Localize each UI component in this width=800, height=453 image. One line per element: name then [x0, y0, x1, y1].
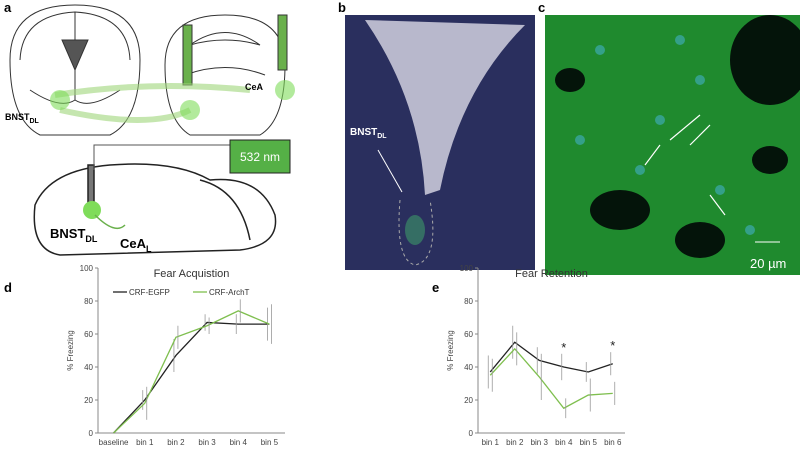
region-label: BNSTDL: [350, 127, 387, 140]
y-tick-label: 20: [464, 396, 473, 405]
series-line: [113, 310, 270, 434]
sagittal-brain: [33, 144, 277, 256]
y-tick-label: 60: [84, 330, 93, 339]
x-tick-label: bin 3: [198, 438, 216, 447]
annotation: *: [610, 338, 615, 353]
y-tick-label: 80: [464, 297, 473, 306]
y-tick-label: 40: [84, 363, 93, 372]
series-line: [489, 347, 613, 410]
scale-label: 20 µm: [750, 256, 786, 271]
arrows: [644, 114, 726, 216]
y-tick-label: 60: [464, 330, 473, 339]
dark-regions: [555, 15, 800, 258]
region-text: BNST: [50, 226, 85, 241]
y-tick-label: 100: [460, 264, 474, 273]
y-axis-label: % Freezing: [66, 330, 75, 370]
fibers: [50, 14, 295, 123]
x-tick-label: bin 5: [261, 438, 279, 447]
panel-label: b: [338, 0, 346, 15]
x-tick-label: bin 4: [230, 438, 248, 447]
fluorescence: [405, 215, 425, 245]
nuclei: [575, 35, 755, 235]
y-axis-label: % Freezing: [446, 330, 455, 370]
brain-section-left: [9, 4, 141, 136]
x-tick-label: bin 2: [167, 438, 185, 447]
series-line: [113, 321, 270, 434]
region-sub: DL: [377, 133, 387, 140]
y-tick-label: 80: [84, 297, 93, 306]
x-tick-label: bin 1: [482, 438, 500, 447]
y-tick-label: 0: [469, 429, 474, 438]
arrow: [377, 149, 403, 193]
x-tick-label: bin 4: [555, 438, 573, 447]
x-tick-label: baseline: [99, 438, 129, 447]
outline: [398, 199, 434, 266]
panel-label: c: [538, 0, 545, 15]
x-tick-label: bin 1: [136, 438, 154, 447]
panel-label: e: [432, 280, 439, 295]
region-label: BNSTDL: [5, 112, 40, 125]
laser-box: [229, 139, 291, 174]
legend-label: CRF-ArchT: [209, 288, 250, 297]
laser-label: 532 nm: [240, 150, 280, 164]
y-tick-label: 20: [84, 396, 93, 405]
chart-title: Fear Acquistion: [154, 268, 230, 280]
annotation: *: [561, 340, 566, 355]
region-text: BNST: [5, 112, 30, 122]
region-sub: L: [146, 244, 152, 254]
ventricle: [365, 20, 525, 195]
x-tick-label: bin 5: [580, 438, 598, 447]
x-tick-label: bin 2: [506, 438, 524, 447]
panel-label: d: [4, 280, 12, 295]
x-tick-label: bin 6: [604, 438, 622, 447]
y-tick-label: 40: [464, 363, 473, 372]
panel-label: a: [4, 0, 12, 15]
x-tick-label: bin 3: [531, 438, 549, 447]
legend-label: CRF-EGFP: [129, 288, 170, 297]
region-label: CeA: [245, 82, 264, 92]
y-tick-label: 0: [89, 429, 94, 438]
region-sub: DL: [85, 234, 97, 244]
region-text: CeA: [120, 236, 147, 251]
region-sub: DL: [30, 118, 40, 125]
region-label: BNSTDL: [50, 226, 98, 244]
region-text: BNST: [350, 127, 377, 138]
chart-title: Fear Retention: [515, 268, 588, 280]
series-line: [489, 341, 613, 373]
region-label: CeAL: [120, 236, 152, 254]
y-tick-label: 100: [80, 264, 94, 273]
